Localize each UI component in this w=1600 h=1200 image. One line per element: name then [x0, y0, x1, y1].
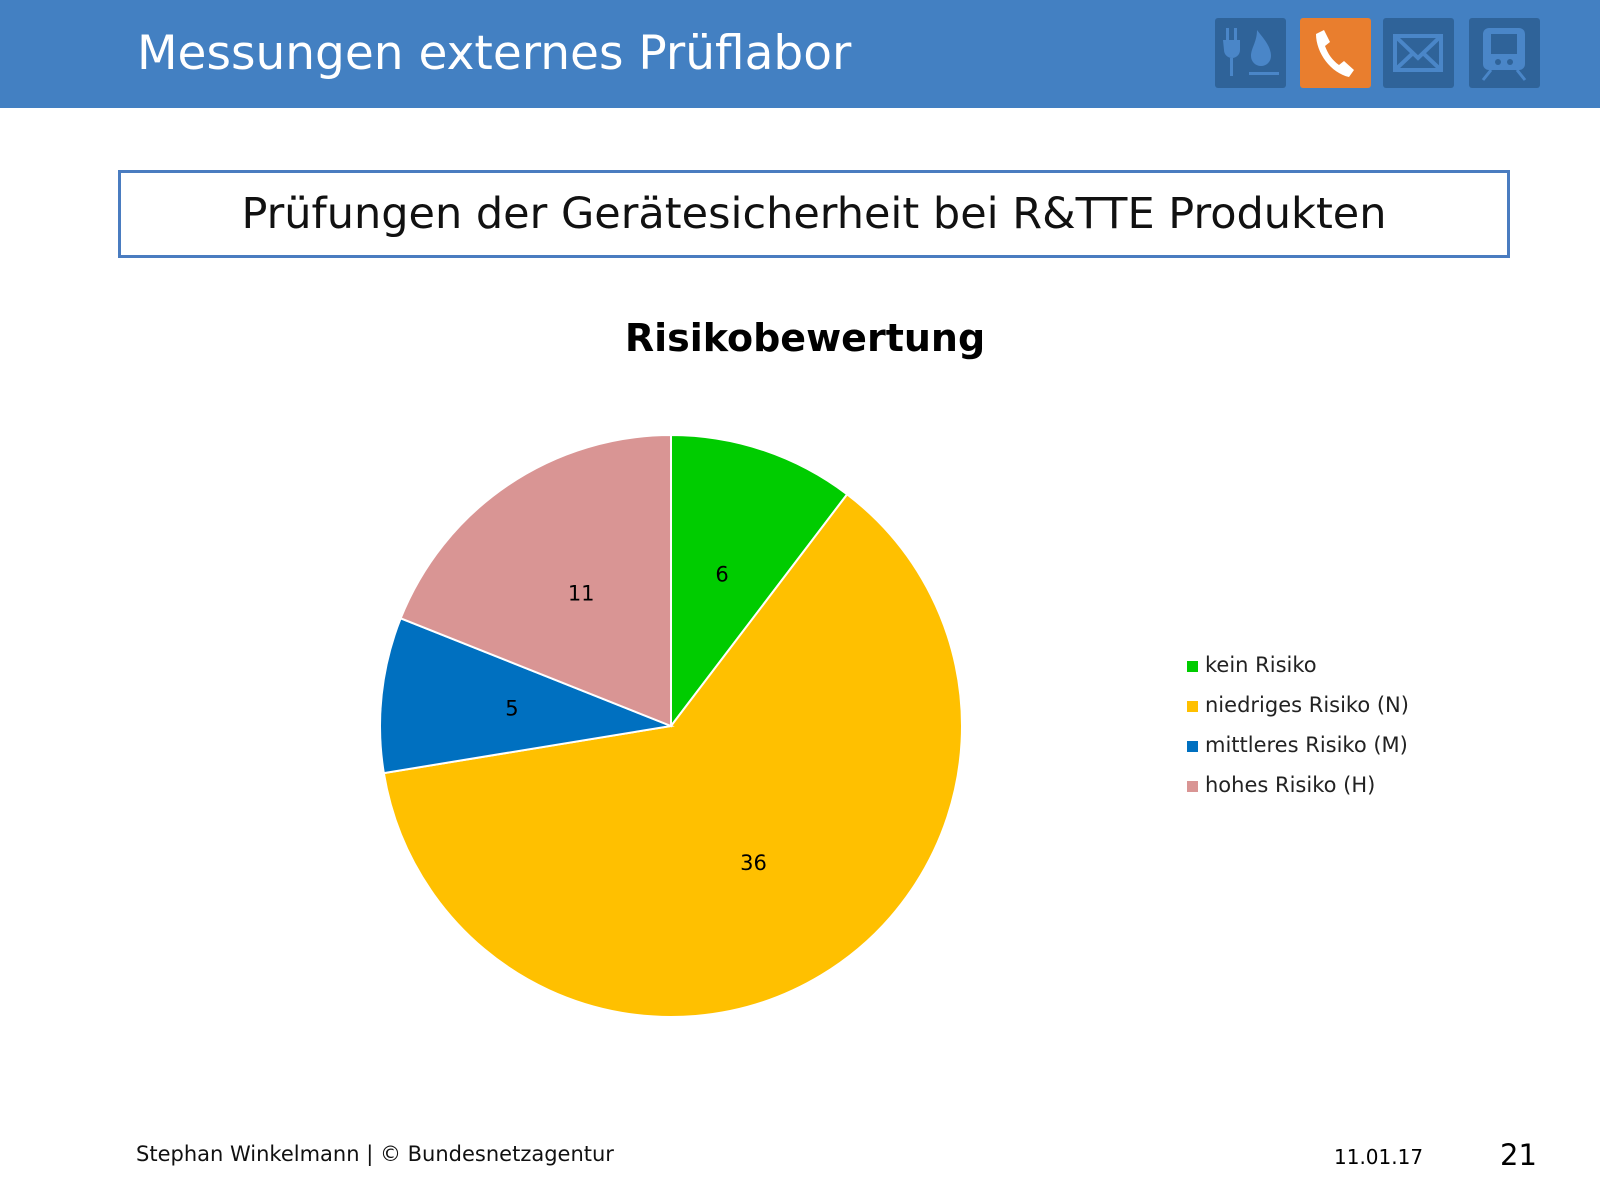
plug-flame-icon[interactable]: [1215, 18, 1286, 88]
data-label: 6: [715, 562, 728, 586]
legend-swatch: [1187, 781, 1198, 792]
pie-slice: [379, 616, 675, 775]
train-icon[interactable]: [1469, 18, 1540, 88]
data-label: 5: [505, 697, 518, 721]
legend-item: kein Risiko: [1187, 653, 1317, 677]
data-label: 36: [740, 851, 767, 875]
legend-swatch: [1187, 661, 1198, 672]
data-label: 11: [568, 582, 595, 606]
slide-subtitle: Prüfungen der Gerätesicherheit bei R&TTE…: [118, 170, 1510, 258]
chart-title: Risikobewertung: [624, 316, 986, 360]
legend-item: mittleres Risiko (M): [1187, 733, 1408, 757]
legend-label: kein Risiko: [1205, 653, 1317, 677]
pie-slice: [382, 492, 963, 1018]
pie-slice: [670, 433, 849, 729]
legend-swatch: [1187, 741, 1198, 752]
legend-label: niedriges Risiko (N): [1205, 693, 1409, 717]
header-title: Messungen externes Prüflabor: [137, 26, 852, 81]
phone-icon[interactable]: [1300, 18, 1371, 88]
pie-slice: [399, 433, 672, 728]
legend-swatch: [1187, 701, 1198, 712]
envelope-icon[interactable]: [1383, 18, 1454, 88]
legend-item: niedriges Risiko (N): [1187, 693, 1409, 717]
legend-item: hohes Risiko (H): [1187, 773, 1375, 797]
page-number: 21: [1500, 1138, 1537, 1172]
legend-label: hohes Risiko (H): [1205, 773, 1376, 797]
header: Messungen externes Prüflabor: [0, 0, 1600, 108]
footer-date: 11.01.17: [1334, 1145, 1424, 1169]
legend-label: mittleres Risiko (M): [1205, 733, 1408, 757]
footer-author: Stephan Winkelmann | © Bundesnetzagentur: [136, 1142, 614, 1166]
